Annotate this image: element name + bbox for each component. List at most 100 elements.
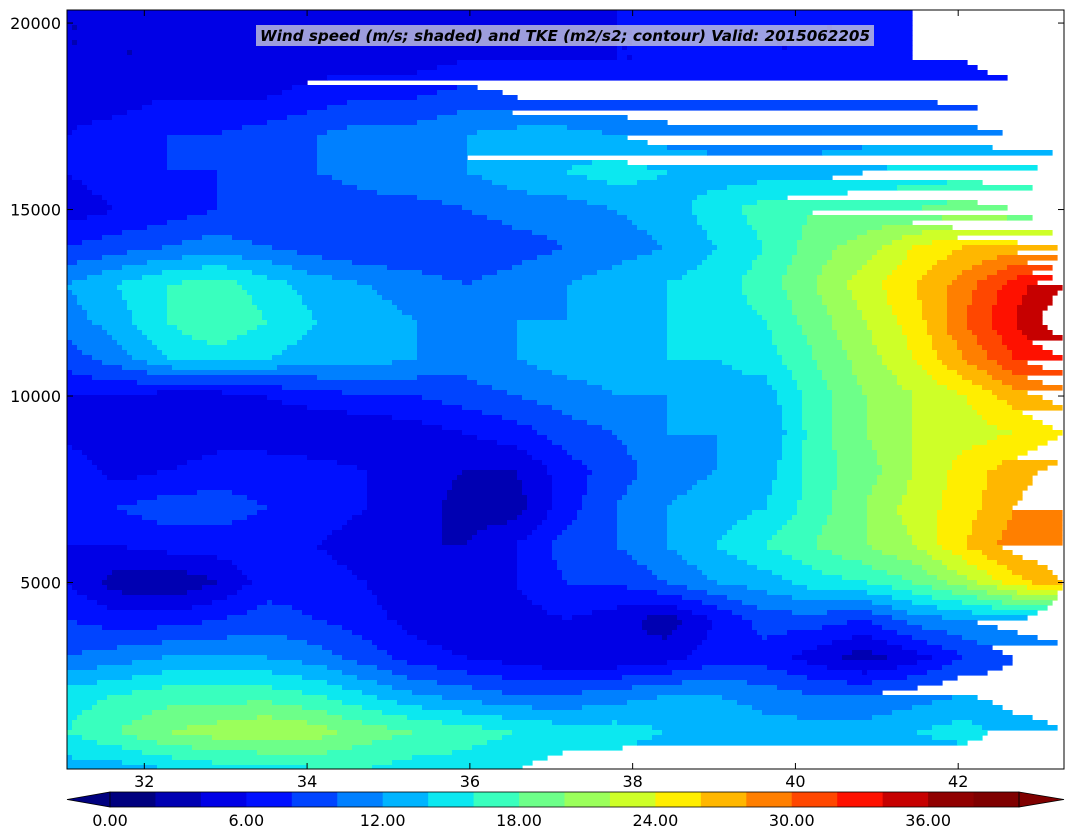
- field-cell: [442, 400, 538, 406]
- field-cell: [867, 515, 903, 521]
- field-cell: [67, 425, 443, 431]
- field-cell: [377, 190, 528, 196]
- field-cell: [782, 280, 818, 286]
- field-cell: [802, 225, 883, 231]
- field-cell: [122, 290, 168, 296]
- field-cell: [897, 315, 923, 321]
- field-cell: [517, 560, 558, 566]
- field-cell: [782, 420, 803, 426]
- field-cell: [67, 705, 93, 711]
- field-cell: [957, 340, 978, 346]
- field-cell: [122, 730, 173, 736]
- field-cell: [617, 435, 718, 441]
- field-cell: [587, 200, 693, 206]
- field-cell: [302, 675, 358, 681]
- field-cell: [707, 190, 848, 196]
- field-cell: [842, 340, 873, 346]
- field-cell: [802, 395, 833, 401]
- field-cell: [452, 485, 523, 491]
- colorbar-segment: [882, 792, 929, 807]
- field-cell: [67, 510, 128, 516]
- field-cell: [417, 335, 518, 341]
- field-cell: [417, 330, 518, 336]
- field-cell: [67, 695, 108, 701]
- field-cell: [997, 540, 1063, 546]
- field-cell: [917, 360, 943, 366]
- field-cell: [887, 295, 918, 301]
- field-cell: [687, 490, 773, 496]
- field-cell: [552, 495, 583, 501]
- chart-title: Wind speed (m/s; shaded) and TKE (m2/s2;…: [256, 25, 874, 46]
- field-cell: [772, 490, 803, 496]
- field-cell: [67, 170, 218, 176]
- field-cell: [552, 475, 588, 481]
- field-cell: [267, 120, 418, 126]
- field-cell: [802, 460, 838, 466]
- field-cell: [667, 350, 778, 356]
- field-cell: [67, 615, 228, 621]
- field-cell: [552, 250, 653, 256]
- field-cell: [272, 700, 343, 706]
- field-cell: [1002, 365, 1043, 371]
- field-cell: [1012, 510, 1063, 516]
- field-cell: [757, 630, 788, 636]
- field-cell: [727, 185, 898, 191]
- field-cell: [777, 530, 823, 536]
- field-cell: [962, 350, 988, 356]
- field-cell: [442, 535, 473, 541]
- field-cell: [892, 585, 933, 591]
- field-cell: [1012, 370, 1063, 376]
- field-cell: [272, 245, 563, 251]
- field-cell: [537, 430, 613, 436]
- field-cell: [852, 370, 893, 376]
- field-cell: [802, 445, 833, 451]
- field-cell: [67, 80, 308, 86]
- field-cell: [967, 585, 998, 591]
- field-cell: [762, 250, 798, 256]
- field-cell: [942, 505, 983, 511]
- field-cell: [467, 375, 568, 381]
- field-cell: [747, 560, 803, 566]
- field-cell: [947, 315, 968, 321]
- field-cell: [747, 215, 808, 221]
- field-cell: [67, 335, 113, 341]
- field-cell: [382, 605, 543, 611]
- field-cell: [377, 290, 568, 296]
- field-cell: [627, 485, 693, 491]
- field-cell: [77, 300, 128, 306]
- field-cell: [957, 455, 1018, 461]
- field-cell: [297, 340, 418, 346]
- field-cell: [167, 220, 503, 226]
- field-cell: [102, 325, 138, 331]
- field-cell: [272, 600, 378, 606]
- field-cell: [252, 295, 303, 301]
- field-cell: [757, 565, 813, 571]
- field-cell: [72, 290, 123, 296]
- x-tick-label: 34: [297, 772, 317, 791]
- field-cell: [892, 710, 1013, 716]
- field-cell: [712, 625, 753, 631]
- field-cell: [467, 145, 668, 151]
- field-cell: [272, 260, 353, 266]
- field-cell: [907, 255, 948, 261]
- y-tick-label: 10000: [10, 387, 61, 406]
- field-cell: [417, 320, 518, 326]
- field-cell: [667, 395, 778, 401]
- field-cell: [952, 250, 1018, 256]
- field-cell: [407, 660, 503, 666]
- field-cell: [402, 625, 643, 631]
- field-cell: [502, 690, 583, 696]
- field-cell: [617, 525, 668, 531]
- field-cell: [67, 485, 368, 491]
- field-cell: [67, 625, 103, 631]
- field-cell: [702, 260, 753, 266]
- field-cell: [942, 490, 983, 496]
- field-cell: [272, 355, 418, 361]
- field-cell: [932, 725, 983, 731]
- field-cell: [652, 235, 708, 241]
- field-cell: [912, 430, 1013, 436]
- field-cell: [87, 215, 188, 221]
- field-cell: [67, 60, 458, 66]
- field-cell: [807, 430, 833, 436]
- field-cell: [662, 635, 668, 641]
